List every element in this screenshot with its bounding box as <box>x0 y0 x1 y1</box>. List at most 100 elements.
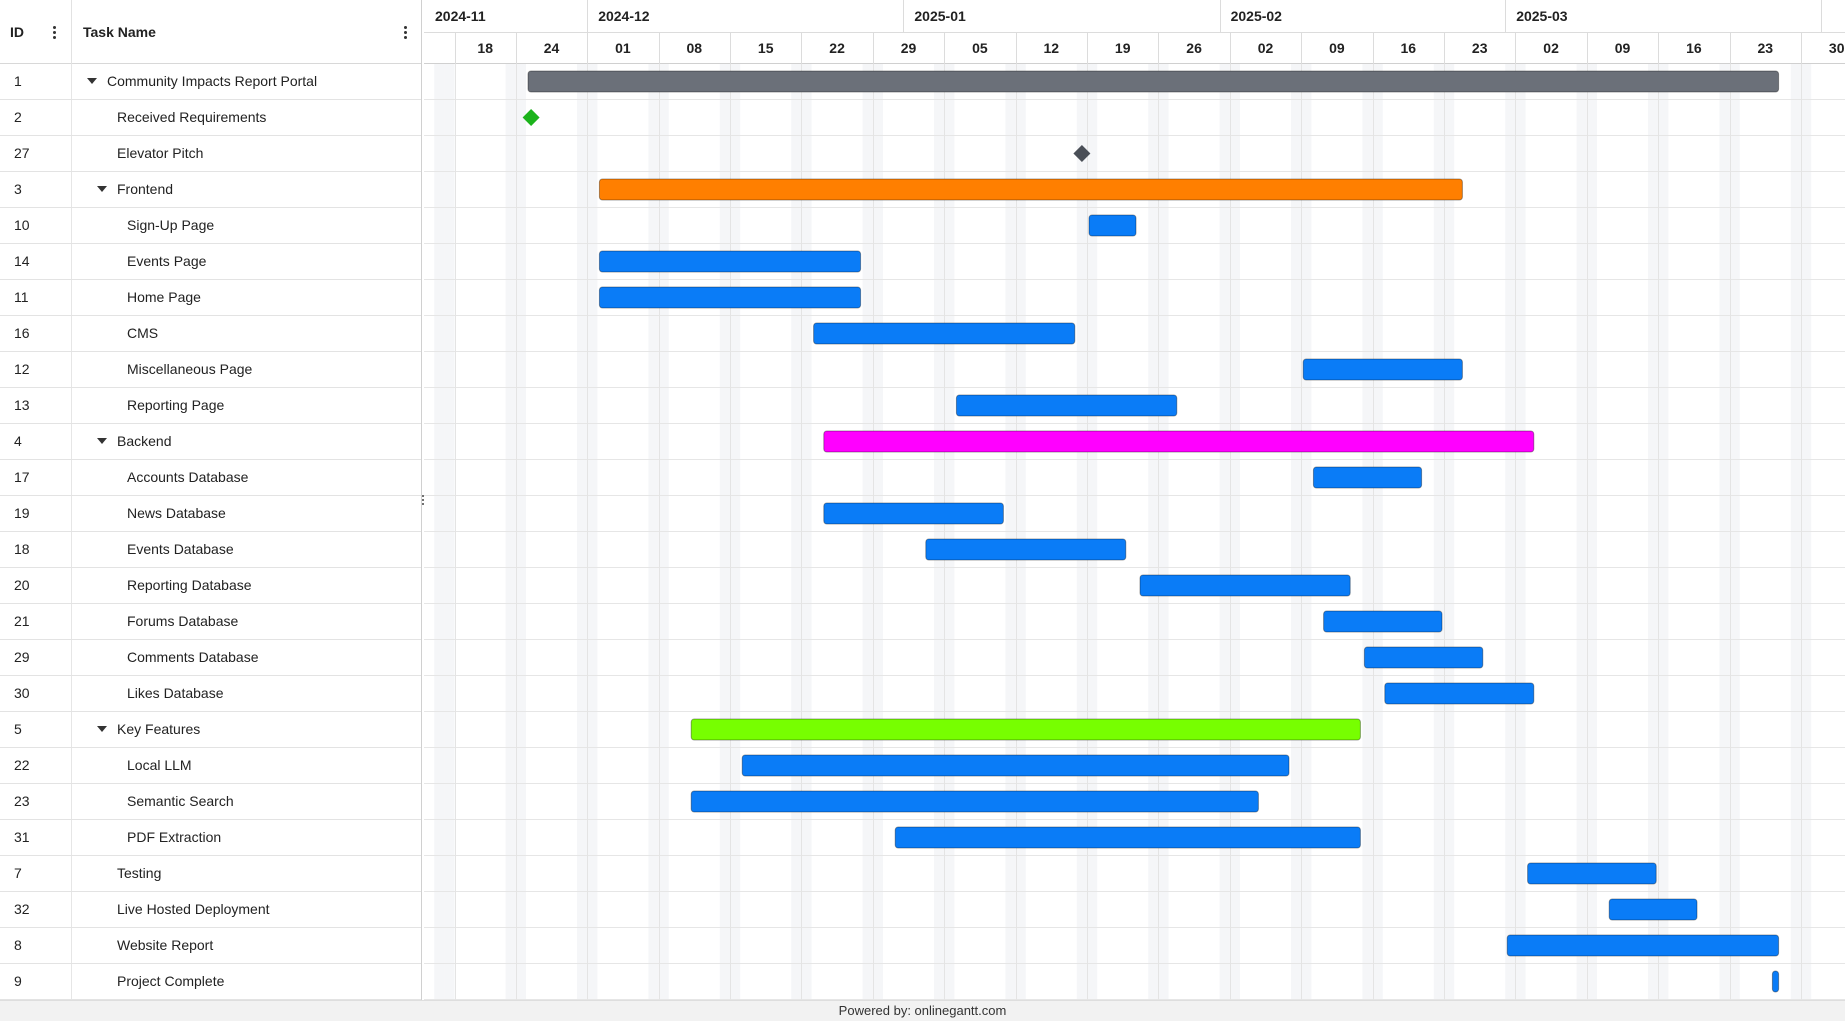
task-row[interactable]: 7 Testing <box>0 856 421 892</box>
task-name-cell[interactable]: CMS <box>127 325 159 341</box>
task-row[interactable]: 12 Miscellaneous Page <box>0 352 421 388</box>
task-name-cell[interactable]: Testing <box>117 865 162 881</box>
task-bar[interactable] <box>925 538 1127 561</box>
collapse-caret-icon[interactable] <box>97 438 107 444</box>
task-bar[interactable] <box>1384 682 1535 705</box>
week-label: 18 <box>477 40 493 56</box>
task-id-cell: 22 <box>0 748 72 783</box>
task-bar[interactable] <box>1088 214 1137 237</box>
task-name-cell[interactable]: Events Database <box>127 541 234 557</box>
task-row[interactable]: 29 Comments Database <box>0 640 421 676</box>
task-name-cell[interactable]: Home Page <box>127 289 201 305</box>
task-name-column-header[interactable]: Task Name <box>72 0 421 64</box>
gantt-chart[interactable]: 2024-11 2024-12 2025-01 2025-02 2025-03 18 24 0… <box>424 0 1845 1000</box>
task-name-cell[interactable]: Elevator Pitch <box>117 145 204 161</box>
task-row[interactable]: 19 News Database <box>0 496 421 532</box>
task-name-cell[interactable]: Backend <box>117 433 172 449</box>
task-row[interactable]: 3 Frontend <box>0 172 421 208</box>
task-bar[interactable] <box>598 250 862 273</box>
task-name-cell[interactable]: Sign-Up Page <box>127 217 215 233</box>
task-row[interactable]: 10 Sign-Up Page <box>0 208 421 244</box>
task-bar[interactable] <box>1139 574 1351 597</box>
task-bar[interactable] <box>1608 898 1698 921</box>
task-bar[interactable] <box>894 826 1361 849</box>
task-bar[interactable] <box>1506 934 1780 957</box>
task-name-cell[interactable]: Miscellaneous Page <box>127 361 253 377</box>
collapse-caret-icon[interactable] <box>97 726 107 732</box>
week-label: 23 <box>1472 40 1488 56</box>
task-name-cell[interactable]: Events Page <box>127 253 207 269</box>
task-bar[interactable] <box>1771 970 1780 993</box>
task-name-cell[interactable]: Likes Database <box>127 685 224 701</box>
id-column-header[interactable]: ID <box>0 0 72 64</box>
task-bar[interactable] <box>1527 862 1657 885</box>
task-row[interactable]: 20 Reporting Database <box>0 568 421 604</box>
task-bar[interactable] <box>955 394 1178 417</box>
task-name-cell[interactable]: Comments Database <box>127 649 259 665</box>
task-id-cell: 17 <box>0 460 72 495</box>
task-id-cell: 18 <box>0 532 72 567</box>
task-row[interactable]: 11 Home Page <box>0 280 421 316</box>
task-name-cell[interactable]: Website Report <box>117 937 214 953</box>
collapse-caret-icon[interactable] <box>87 78 97 84</box>
task-row[interactable]: 9 Project Complete <box>0 964 421 1000</box>
task-row[interactable]: 14 Events Page <box>0 244 421 280</box>
task-row[interactable]: 4 Backend <box>0 424 421 460</box>
task-row[interactable]: 1 Community Impacts Report Portal <box>0 64 421 100</box>
milestone-diamond[interactable] <box>522 109 540 126</box>
task-name-cell[interactable]: Key Features <box>117 721 201 737</box>
task-row[interactable]: 32 Live Hosted Deployment <box>0 892 421 928</box>
task-bar[interactable] <box>813 322 1076 345</box>
task-bar[interactable] <box>598 286 862 309</box>
week-label: 24 <box>544 40 560 56</box>
task-row[interactable]: 21 Forums Database <box>0 604 421 640</box>
task-bar[interactable] <box>823 502 1004 525</box>
milestone-diamond[interactable] <box>1073 145 1091 162</box>
task-row[interactable]: 31 PDF Extraction <box>0 820 421 856</box>
task-bar[interactable] <box>1302 358 1463 381</box>
task-name-cell[interactable]: Project Complete <box>117 973 225 989</box>
task-id-cell: 9 <box>0 964 72 999</box>
collapse-caret-icon[interactable] <box>97 186 107 192</box>
task-row[interactable]: 5 Key Features <box>0 712 421 748</box>
task-row[interactable]: 13 Reporting Page <box>0 388 421 424</box>
task-name-cell[interactable]: Reporting Database <box>127 577 252 593</box>
summary-bar[interactable] <box>598 178 1463 201</box>
task-bar[interactable] <box>1312 466 1423 489</box>
summary-bar[interactable] <box>527 70 1780 93</box>
task-row[interactable]: 30 Likes Database <box>0 676 421 712</box>
task-name-cell[interactable]: Received Requirements <box>117 109 267 125</box>
task-row[interactable]: 17 Accounts Database <box>0 460 421 496</box>
task-name-cell[interactable]: Community Impacts Report Portal <box>107 73 318 89</box>
task-name-cell[interactable]: PDF Extraction <box>127 829 222 845</box>
task-name-cell[interactable]: Semantic Search <box>127 793 234 809</box>
task-name-cell[interactable]: Local LLM <box>127 757 192 773</box>
task-row[interactable]: 8 Website Report <box>0 928 421 964</box>
task-row[interactable]: 16 CMS <box>0 316 421 352</box>
task-row[interactable]: 23 Semantic Search <box>0 784 421 820</box>
task-row[interactable]: 18 Events Database <box>0 532 421 568</box>
task-name-cell[interactable]: Frontend <box>117 181 174 197</box>
summary-bar[interactable] <box>690 718 1361 741</box>
task-name-column-menu-icon[interactable] <box>398 22 412 42</box>
task-row[interactable]: 2 Received Requirements <box>0 100 421 136</box>
id-column-menu-icon[interactable] <box>47 22 61 42</box>
task-id-cell: 21 <box>0 604 72 639</box>
panel-splitter-handle[interactable] <box>419 492 427 508</box>
summary-bar[interactable] <box>823 430 1535 453</box>
task-name-cell[interactable]: Forums Database <box>127 613 239 629</box>
week-label: 30 <box>1829 40 1845 56</box>
task-bar[interactable] <box>1323 610 1443 633</box>
task-name-cell[interactable]: Live Hosted Deployment <box>117 901 270 917</box>
task-id-cell: 20 <box>0 568 72 603</box>
week-label: 16 <box>1686 40 1702 56</box>
task-name-cell[interactable]: Reporting Page <box>127 397 225 413</box>
task-bar[interactable] <box>690 790 1259 813</box>
task-row[interactable]: 22 Local LLM <box>0 748 421 784</box>
task-bar[interactable] <box>1363 646 1484 669</box>
task-bar[interactable] <box>741 754 1290 777</box>
task-row[interactable]: 27 Elevator Pitch <box>0 136 421 172</box>
task-name-cell[interactable]: News Database <box>127 505 226 521</box>
grid-header: ID Task Name <box>0 0 421 64</box>
task-name-cell[interactable]: Accounts Database <box>127 469 249 485</box>
